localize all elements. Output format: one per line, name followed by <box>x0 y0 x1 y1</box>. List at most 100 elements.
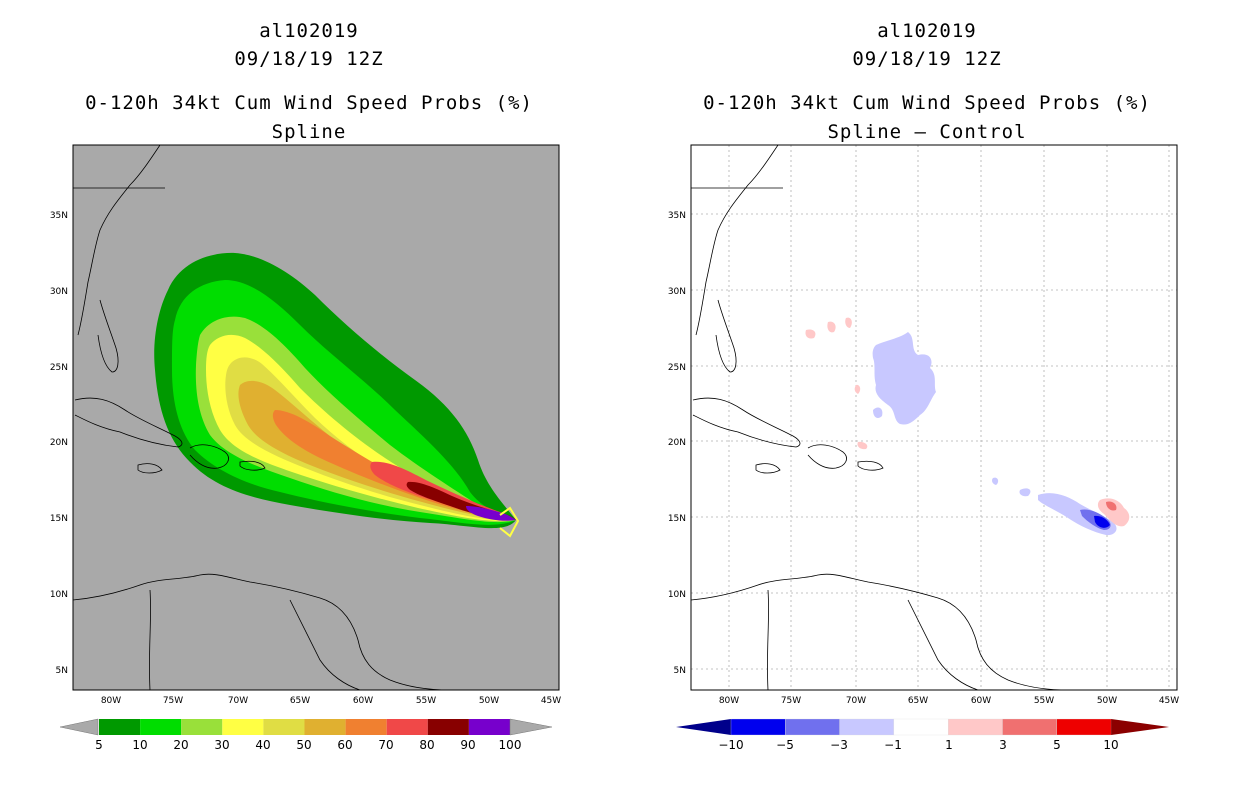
lat-label: 15N <box>668 514 686 524</box>
colorbar-overflow <box>1111 719 1170 735</box>
colorbar-label: 70 <box>378 738 393 752</box>
colorbar-swatch <box>181 719 223 735</box>
left-colorbar: 5 10 20 30 40 50 60 70 80 90 100 <box>59 718 553 752</box>
lon-label: 80W <box>101 696 121 706</box>
colorbar-label: 60 <box>337 738 352 752</box>
lat-label: 30N <box>668 287 686 297</box>
lon-label: 60W <box>353 696 373 706</box>
florida <box>715 299 737 373</box>
colorbar-overflow <box>509 718 553 736</box>
colorbar-swatch <box>345 719 387 735</box>
cuba <box>692 397 801 448</box>
positive-blob-3 <box>845 317 852 328</box>
colorbar-label: 50 <box>296 738 311 752</box>
left-title-datetime: 09/18/19 12Z <box>234 48 384 70</box>
puerto-rico <box>857 460 884 471</box>
colorbar-swatch <box>839 718 895 736</box>
right-title-product: 0-120h 34kt Cum Wind Speed Probs (%) <box>703 92 1151 114</box>
contour-90 <box>466 506 516 521</box>
lon-label: 80W <box>719 696 739 706</box>
lon-label: 70W <box>846 696 866 706</box>
colombia-border <box>149 589 151 690</box>
lat-label: 10N <box>668 590 686 600</box>
right-map: 80W 75W 70W 65W 60W 55W 50W 45W 35N 30N … <box>668 144 1179 752</box>
left-lon-ticks: 80W 75W 70W 65W 60W 55W 50W 45W <box>101 696 561 706</box>
left-title-storm-id: al102019 <box>259 20 359 42</box>
colorbar-swatch <box>468 719 510 735</box>
right-map-background <box>691 145 1177 690</box>
right-title-storm-id: al102019 <box>877 20 977 42</box>
lon-label: 45W <box>1159 696 1179 706</box>
colorbar-label: 20 <box>173 738 188 752</box>
contour-50 <box>238 380 516 520</box>
colorbar-label: 5 <box>1053 738 1061 752</box>
positive-blob-1 <box>805 329 816 339</box>
colorbar-swatch <box>304 719 346 735</box>
lon-label: 50W <box>1097 696 1117 706</box>
negative-swath-core <box>1094 515 1110 528</box>
colorbar-swatch <box>948 718 1003 736</box>
right-title-method: Spline – Control <box>827 121 1027 143</box>
contour-30 <box>206 334 516 522</box>
colorbar-label: 90 <box>460 738 475 752</box>
lat-label: 25N <box>50 363 68 373</box>
jamaica <box>755 463 781 474</box>
negative-blob-6 <box>992 477 999 485</box>
colorbar-label: 10 <box>132 738 147 752</box>
negative-blob-small <box>873 407 883 418</box>
left-title-method: Spline <box>271 121 347 143</box>
colorbar-label: 3 <box>999 738 1007 752</box>
lat-label: 25N <box>668 363 686 373</box>
lon-label: 75W <box>163 696 183 706</box>
us-east-coast <box>695 145 779 336</box>
lon-label: 70W <box>228 696 248 706</box>
colorbar-label: −5 <box>776 738 794 752</box>
lat-label: 5N <box>674 666 686 676</box>
positive-swath-east-mid <box>1106 501 1117 511</box>
lon-label: 55W <box>416 696 436 706</box>
lon-label: 75W <box>781 696 801 706</box>
probability-swath <box>154 252 520 538</box>
lat-label: 20N <box>50 438 68 448</box>
right-colorbar-labels: −10 −5 −3 −1 1 3 5 10 <box>718 738 1118 752</box>
venezuela-border <box>289 599 361 690</box>
positive-blob-2 <box>827 321 836 333</box>
difference-field <box>805 317 1130 536</box>
lat-label: 5N <box>56 666 68 676</box>
left-map: 80W 75W 70W 65W 60W 55W 50W 45W 35N 30N … <box>50 144 561 752</box>
colorbar-label: 100 <box>499 738 522 752</box>
venezuela-border <box>907 599 979 690</box>
colorbar-label: −1 <box>884 738 902 752</box>
colorbar-label: 5 <box>95 738 103 752</box>
lat-label: 30N <box>50 287 68 297</box>
right-panel: al102019 09/18/19 12Z 0-120h 34kt Cum Wi… <box>618 0 1236 800</box>
right-title-datetime: 09/18/19 12Z <box>852 48 1002 70</box>
colorbar-label: −10 <box>718 738 743 752</box>
jamaica <box>137 463 163 474</box>
negative-blob-7 <box>1019 488 1031 497</box>
lat-label: 10N <box>50 590 68 600</box>
swath-tip-outline <box>499 506 520 538</box>
colorbar-swatch <box>1056 718 1112 736</box>
colorbar-swatch <box>386 719 428 735</box>
right-map-frame <box>690 144 1178 691</box>
colorbar-swatch <box>785 718 840 736</box>
us-east-coast <box>77 145 161 336</box>
lon-label: 45W <box>541 696 561 706</box>
south-america-coast <box>691 573 1069 690</box>
lat-label: 20N <box>668 438 686 448</box>
contour-70 <box>370 461 516 520</box>
lat-label: 35N <box>50 211 68 221</box>
cuba <box>74 397 183 448</box>
colorbar-label: 1 <box>945 738 953 752</box>
hispaniola <box>189 444 229 469</box>
florida <box>97 299 119 373</box>
right-colorbar: −10 −5 −3 −1 1 3 5 10 <box>676 718 1170 752</box>
colorbar-underflow <box>676 719 731 735</box>
colorbar-label: 30 <box>214 738 229 752</box>
hispaniola <box>807 444 847 469</box>
colorbar-underflow <box>59 718 99 736</box>
positive-swath-east <box>1097 498 1130 527</box>
puerto-rico <box>239 460 266 471</box>
left-colorbar-labels: 5 10 20 30 40 50 60 70 80 90 100 <box>95 738 521 752</box>
